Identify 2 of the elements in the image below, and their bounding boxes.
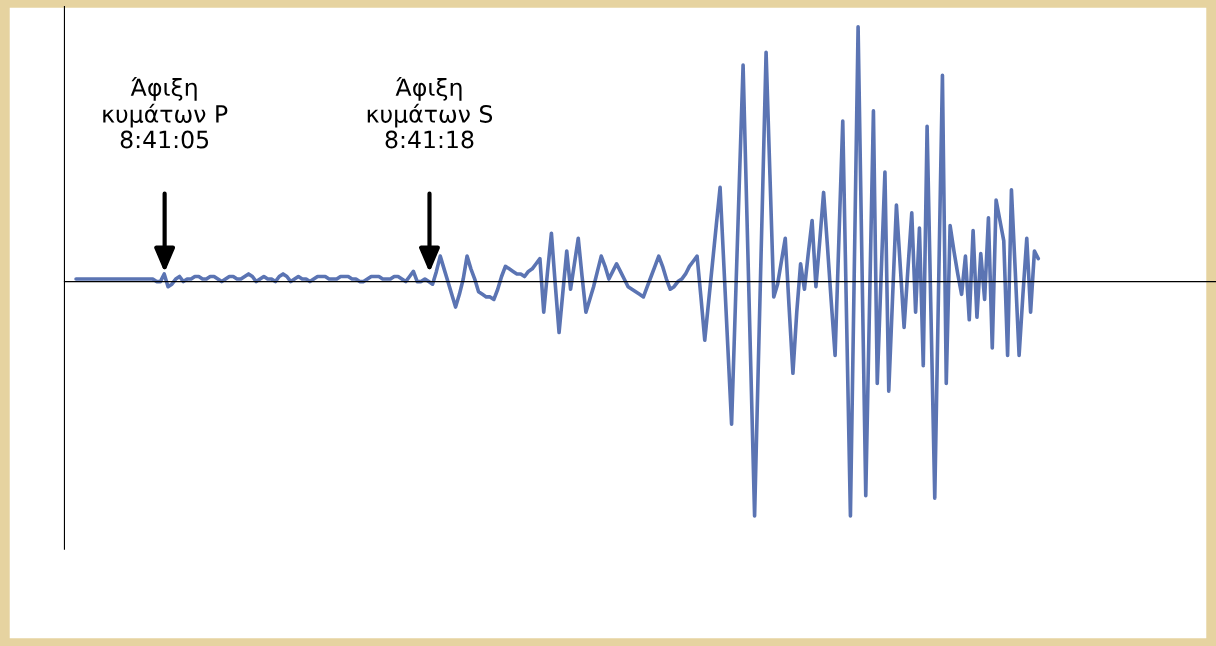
annotation: Άφιξη κυμάτων P 8:41:05 [103, 76, 228, 149]
annotation: Άφιξη κυμάτων S 8:41:18 [367, 76, 493, 149]
